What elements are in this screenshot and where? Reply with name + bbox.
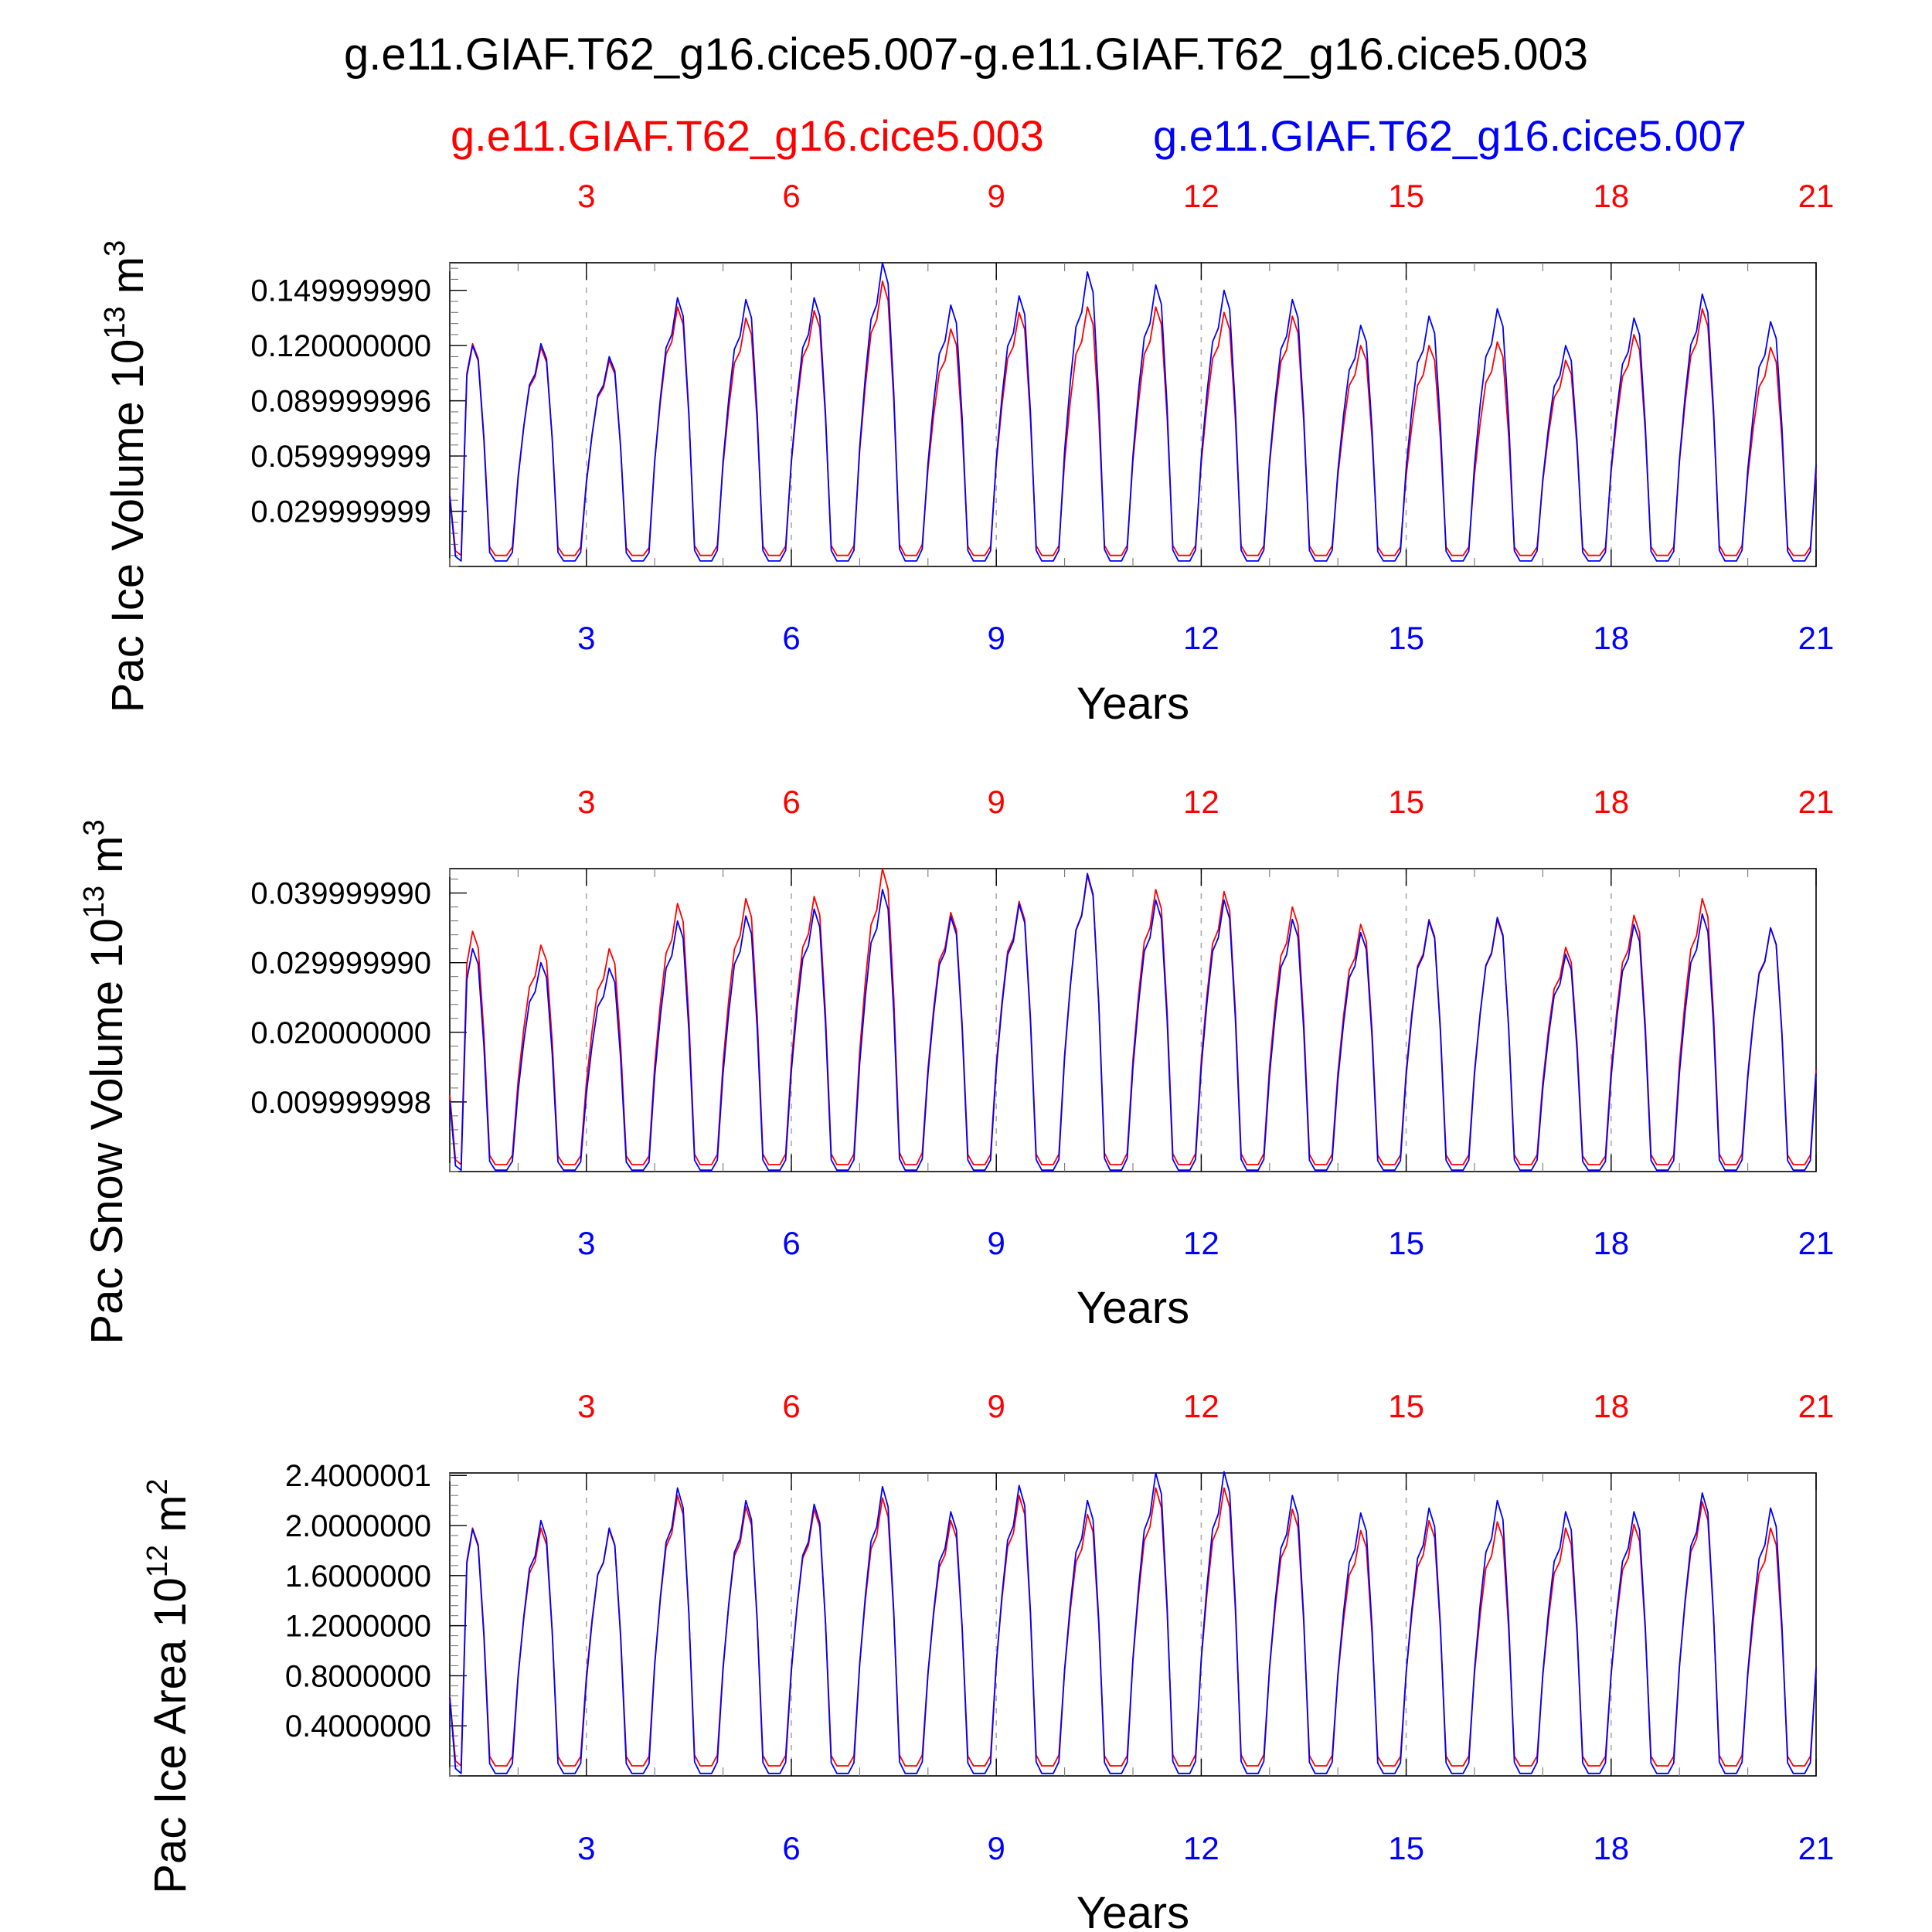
x-tick-label-bottom: 9 xyxy=(988,620,1005,656)
y-label-superscript: 3 xyxy=(78,819,111,835)
y-tick-label: 0.029999990 xyxy=(250,947,431,981)
legend-entry-cice5-003: g.e11.GIAF.T62_g16.cice5.003 xyxy=(451,111,1044,160)
x-tick-label-bottom: 21 xyxy=(1798,1225,1835,1261)
x-tick-label-bottom: 18 xyxy=(1593,1225,1629,1261)
x-axis-label: Years xyxy=(1077,1283,1189,1333)
y-axis-label: Pac Snow Volume 1013 m3 xyxy=(78,819,132,1344)
y-label-text: m xyxy=(103,257,153,306)
x-tick-label-bottom: 6 xyxy=(782,620,800,656)
y-tick-label: 0.149999990 xyxy=(250,274,431,308)
y-tick-label: 0.4000000 xyxy=(285,1709,431,1743)
y-tick-label: 0.029999999 xyxy=(250,495,431,529)
y-label-superscript: 12 xyxy=(141,1545,174,1577)
x-tick-label-top: 9 xyxy=(988,178,1005,214)
x-axis-label: Years xyxy=(1077,1888,1189,1932)
series-line-cice5-007 xyxy=(449,1471,1817,1774)
x-tick-label-top: 9 xyxy=(988,1388,1005,1424)
x-tick-label-top: 12 xyxy=(1183,178,1219,214)
y-tick-label: 0.089999996 xyxy=(250,385,431,419)
y-label-superscript: 13 xyxy=(99,306,131,338)
x-tick-label-top: 15 xyxy=(1388,178,1424,214)
x-tick-label-top: 21 xyxy=(1798,1388,1835,1424)
x-tick-label-top: 3 xyxy=(577,1388,595,1424)
x-tick-label-top: 15 xyxy=(1388,1388,1424,1424)
x-tick-label-bottom: 18 xyxy=(1593,1830,1629,1866)
x-tick-label-top: 12 xyxy=(1183,1388,1219,1424)
panels: 0.029999999 0.059999999 0.089999996 0.12000… xyxy=(78,178,1834,1932)
y-tick-label: 2.0000000 xyxy=(285,1509,431,1543)
panel-2: 0.009999998 0.020000000 0.029999990 0.03999… xyxy=(78,784,1834,1345)
y-tick-label: 0.009999998 xyxy=(250,1086,431,1120)
x-tick-label-top: 18 xyxy=(1593,178,1629,214)
x-tick-label-bottom: 15 xyxy=(1388,1225,1424,1261)
x-tick-label-top: 6 xyxy=(782,178,800,214)
x-tick-label-bottom: 6 xyxy=(782,1225,800,1261)
y-tick-label: 1.2000000 xyxy=(285,1610,431,1644)
x-tick-label-bottom: 9 xyxy=(988,1830,1005,1866)
y-label-text: Pac Ice Area 10 xyxy=(145,1577,196,1893)
y-label-text: Pac Snow Volume 10 xyxy=(82,918,132,1344)
y-tick-label: 0.020000000 xyxy=(250,1016,431,1050)
x-tick-label-bottom: 21 xyxy=(1798,620,1835,656)
x-tick-label-top: 12 xyxy=(1183,784,1219,820)
y-label-text: m xyxy=(82,836,132,886)
x-tick-label-bottom: 12 xyxy=(1183,1225,1219,1261)
x-tick-label-top: 15 xyxy=(1388,784,1424,820)
y-tick-label: 0.8000000 xyxy=(285,1659,431,1693)
x-tick-label-top: 18 xyxy=(1593,784,1629,820)
x-tick-label-bottom: 6 xyxy=(782,1830,800,1866)
y-tick-label: 1.6000000 xyxy=(285,1560,431,1594)
y-label-superscript: 2 xyxy=(141,1478,174,1495)
series-line-cice5-007 xyxy=(449,262,1817,562)
x-tick-label-top: 3 xyxy=(577,784,595,820)
y-tick-label: 2.4000001 xyxy=(285,1459,431,1493)
x-tick-label-top: 6 xyxy=(782,784,800,820)
x-tick-label-bottom: 3 xyxy=(577,1225,595,1261)
panel-1: 0.029999999 0.059999999 0.089999996 0.12000… xyxy=(99,178,1834,729)
y-label-superscript: 3 xyxy=(99,240,131,257)
x-tick-label-bottom: 3 xyxy=(577,620,595,656)
x-tick-label-bottom: 12 xyxy=(1183,1830,1219,1866)
y-tick-label: 0.059999999 xyxy=(250,440,431,474)
x-axis-label: Years xyxy=(1077,679,1189,729)
x-tick-label-bottom: 12 xyxy=(1183,620,1219,656)
y-tick-label: 0.120000000 xyxy=(250,329,431,363)
x-tick-label-top: 21 xyxy=(1798,178,1835,214)
series-line-cice5-007 xyxy=(449,872,1817,1172)
x-tick-label-top: 18 xyxy=(1593,1388,1629,1424)
x-tick-label-bottom: 15 xyxy=(1388,1830,1424,1866)
y-label-superscript: 13 xyxy=(78,886,111,918)
y-tick-label: 0.039999990 xyxy=(250,877,431,911)
x-tick-label-top: 6 xyxy=(782,1388,800,1424)
y-label-text: m xyxy=(145,1495,196,1544)
x-tick-label-bottom: 3 xyxy=(577,1830,595,1866)
x-tick-label-top: 21 xyxy=(1798,784,1835,820)
y-axis-label: Pac Ice Volume 1013 m3 xyxy=(99,240,153,713)
x-tick-label-top: 3 xyxy=(577,178,595,214)
panel-3: 0.4000000 0.8000000 1.2000000 1.6000000 2.00… xyxy=(141,1388,1834,1932)
y-axis-label: Pac Ice Area 1012 m2 xyxy=(141,1478,196,1893)
x-tick-label-top: 9 xyxy=(988,784,1005,820)
x-tick-label-bottom: 18 xyxy=(1593,620,1629,656)
x-tick-label-bottom: 15 xyxy=(1388,620,1424,656)
x-tick-label-bottom: 21 xyxy=(1798,1830,1835,1866)
figure-title: g.e11.GIAF.T62_g16.cice5.007-g.e11.GIAF.… xyxy=(344,29,1588,80)
y-label-text: Pac Ice Volume 10 xyxy=(103,339,153,713)
legend-entry-cice5-007: g.e11.GIAF.T62_g16.cice5.007 xyxy=(1153,111,1747,160)
x-tick-label-bottom: 9 xyxy=(988,1225,1005,1261)
